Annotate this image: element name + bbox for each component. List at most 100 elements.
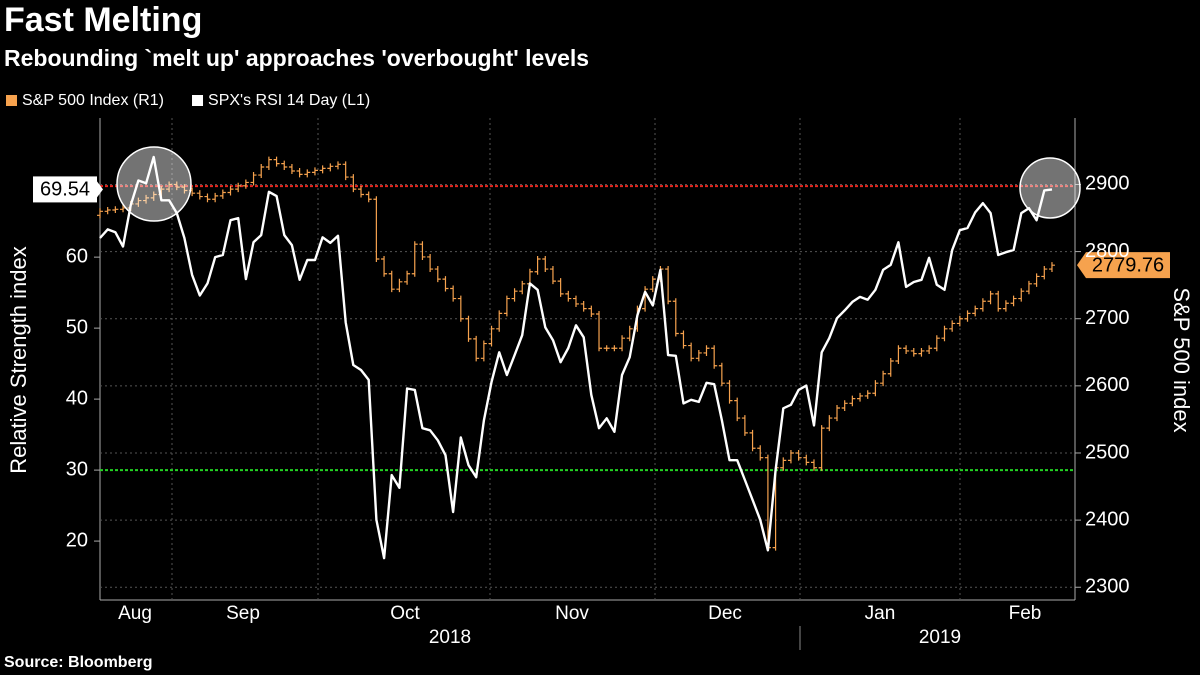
ohlc-bar xyxy=(411,241,418,277)
legend-swatch xyxy=(192,95,204,106)
y-axis-label: Relative Strength index xyxy=(6,246,31,473)
y-tick-label: 60 xyxy=(66,245,88,267)
ohlc-bar xyxy=(396,278,403,293)
ohlc-bar xyxy=(987,290,994,305)
ohlc-bar xyxy=(880,370,887,387)
ohlc-bar xyxy=(1033,273,1040,287)
ohlc-bar xyxy=(549,266,556,285)
ohlc-bar xyxy=(450,285,457,302)
ohlc-bar xyxy=(442,276,449,292)
ohlc-bar xyxy=(864,390,871,399)
x-tick-label: Jan xyxy=(865,603,896,624)
ohlc-bar xyxy=(933,335,940,352)
x-tick-label: Nov xyxy=(555,603,589,624)
ohlc-bar xyxy=(434,266,441,283)
ohlc-bar xyxy=(388,270,395,293)
highlight-circle xyxy=(1019,157,1081,219)
ohlc-bar xyxy=(1025,280,1032,295)
ohlc-bar xyxy=(143,194,150,204)
ohlc-bar xyxy=(242,179,249,189)
ohlc-bar xyxy=(565,290,572,302)
ohlc-bar xyxy=(173,181,180,191)
ohlc-bar xyxy=(365,191,372,203)
ohlc-bar xyxy=(457,295,464,322)
overlay: 69.54 2779.76 xyxy=(33,176,1170,279)
line-series xyxy=(99,155,1053,560)
ohlc-bar xyxy=(588,305,595,318)
ohlc-bar xyxy=(872,380,879,397)
ohlc-bar xyxy=(503,295,510,317)
ohlc-bar xyxy=(949,320,956,332)
y2-tick-label: 2400 xyxy=(1085,508,1130,530)
y-tick-label: 40 xyxy=(66,387,88,409)
ohlc-bar xyxy=(642,286,649,312)
y2-tick-label: 2700 xyxy=(1085,307,1130,329)
ohlc-bar xyxy=(810,459,817,471)
ohlc-bar xyxy=(496,310,503,332)
ohlc-bar xyxy=(542,255,549,273)
plot-area xyxy=(94,118,1081,601)
ohlc-bar xyxy=(258,164,265,179)
ohlc-bar xyxy=(465,315,472,342)
ohlc-bar xyxy=(112,206,119,213)
y-tick-label: 20 xyxy=(66,529,88,551)
ohlc-bar xyxy=(619,335,626,352)
x-tick-label: Feb xyxy=(1009,603,1042,624)
ohlc-bar xyxy=(834,405,841,422)
ohlc-bar xyxy=(757,445,764,461)
last-value-label: 2779.76 xyxy=(1092,254,1164,276)
ohlc-bar xyxy=(718,362,725,387)
ohlc-bar xyxy=(212,192,219,203)
x-tick-label: Sep xyxy=(226,603,260,624)
ohlc-bar xyxy=(749,429,756,452)
x-tick-label: Oct xyxy=(390,603,420,624)
ohlc-bar xyxy=(826,415,833,432)
last-value-flag xyxy=(33,176,97,203)
ohlc-bar xyxy=(288,164,295,175)
ohlc-bar xyxy=(404,270,411,285)
ohlc-bar xyxy=(665,266,672,305)
ohlc-bar xyxy=(688,342,695,362)
ohlc-bar xyxy=(358,186,365,198)
ohlc-bar xyxy=(219,189,226,199)
ohlc-bar xyxy=(680,330,687,349)
ohlc-bar xyxy=(849,395,856,407)
x-tick-label: Aug xyxy=(118,603,152,624)
y2-tick-label: 2900 xyxy=(1085,173,1130,195)
ohlc-bar xyxy=(979,298,986,312)
ohlc-bar xyxy=(672,298,679,337)
ohlc-bar xyxy=(964,310,971,322)
ohlc-bar xyxy=(97,208,103,219)
ohlc-bar xyxy=(273,156,280,167)
ohlc-bar xyxy=(580,300,587,312)
ohlc-bar xyxy=(734,397,741,422)
ohlc-bar xyxy=(204,193,211,203)
ohlc-bar xyxy=(596,311,603,352)
ohlc-bar xyxy=(972,305,979,317)
ohlc-bar xyxy=(1010,295,1017,307)
y-tick-label: 50 xyxy=(66,316,88,338)
ohlc-bar xyxy=(903,345,910,354)
ohlc-bar xyxy=(603,345,610,352)
ohlc-bar xyxy=(319,165,326,174)
ohlc-bar xyxy=(250,172,257,186)
ohlc-bar xyxy=(473,335,480,362)
ohlc-bar xyxy=(711,345,718,369)
source: Source: Bloomberg xyxy=(4,654,152,671)
ohlc-bar xyxy=(572,295,579,307)
ohlc-bar xyxy=(104,206,111,215)
y2-tick-label: 2300 xyxy=(1085,576,1130,598)
ohlc-bar xyxy=(926,345,933,354)
last-value-flag xyxy=(1077,252,1170,279)
ohlc-bar xyxy=(265,156,272,171)
ohlc-bar xyxy=(350,174,357,193)
ohlc-bar xyxy=(918,347,925,357)
ohlc-bar xyxy=(887,358,894,377)
legend-label: SPX's RSI 14 Day (L1) xyxy=(208,92,370,109)
y2-axis-label: S&P 500 index xyxy=(1169,287,1194,432)
legend-swatch xyxy=(6,95,17,106)
y2-tick-label: 2800 xyxy=(1085,240,1130,262)
